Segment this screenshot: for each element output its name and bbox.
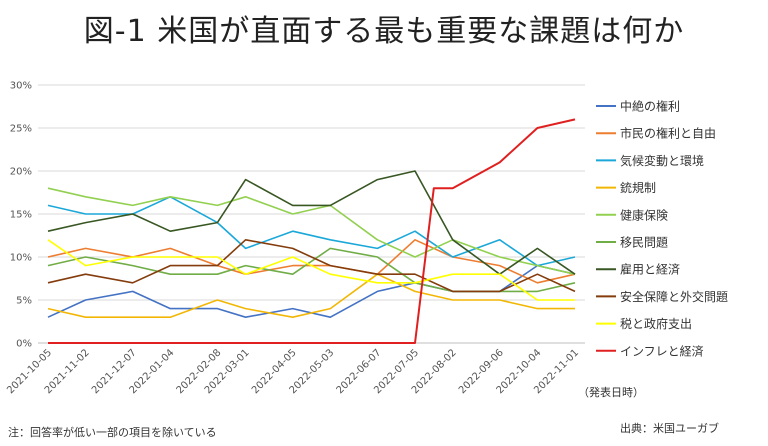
x-axis: 2021-10-052021-11-022021-12-072022-01-04… [5,347,581,396]
source-note: 出典：米国ユーガブ [620,422,719,435]
series-line [47,239,575,301]
y-axis: 0% 5% 10% 15% 20% 25% 30% [10,81,32,350]
series-line [47,196,576,267]
y-tick-label: 0% [16,339,32,350]
y-tick-label: 20% [10,167,32,178]
legend-label: 移民問題 [620,236,668,250]
legend-label: 安全保障と外交問題 [620,289,728,304]
series-layer [47,118,576,344]
legend-label: 税と政府支出 [620,316,692,331]
series-line [47,187,576,275]
series-line [47,273,575,319]
chart-title: 図-1 米国が直面する最も重要な課題は何か [83,14,685,49]
legend-label: 中絶の権利 [620,99,680,114]
series-line [48,118,576,344]
legend-label: 銃規制 [620,180,656,195]
y-tick-label: 30% [10,81,32,92]
y-tick-label: 25% [10,124,32,135]
series-line [47,170,576,276]
footnote: 注：回答率が低い一部の項目を除いている [8,426,217,439]
y-tick-label: 15% [10,210,32,221]
series-line [47,239,576,293]
legend-label: 健康保険 [620,207,668,222]
legend: 中絶の権利市民の権利と自由気候変動と環境銃規制健康保険移民問題雇用と経済安全保障… [596,99,728,358]
legend-label: 気候変動と環境 [620,153,704,168]
y-tick-label: 5% [16,296,32,307]
y-tick-label: 10% [10,253,32,264]
legend-label: インフレと経済 [620,343,704,358]
legend-label: 市民の権利と自由 [620,126,716,141]
legend-label: 雇用と経済 [620,262,680,277]
x-axis-unit-label: （発表日時） [578,386,644,399]
